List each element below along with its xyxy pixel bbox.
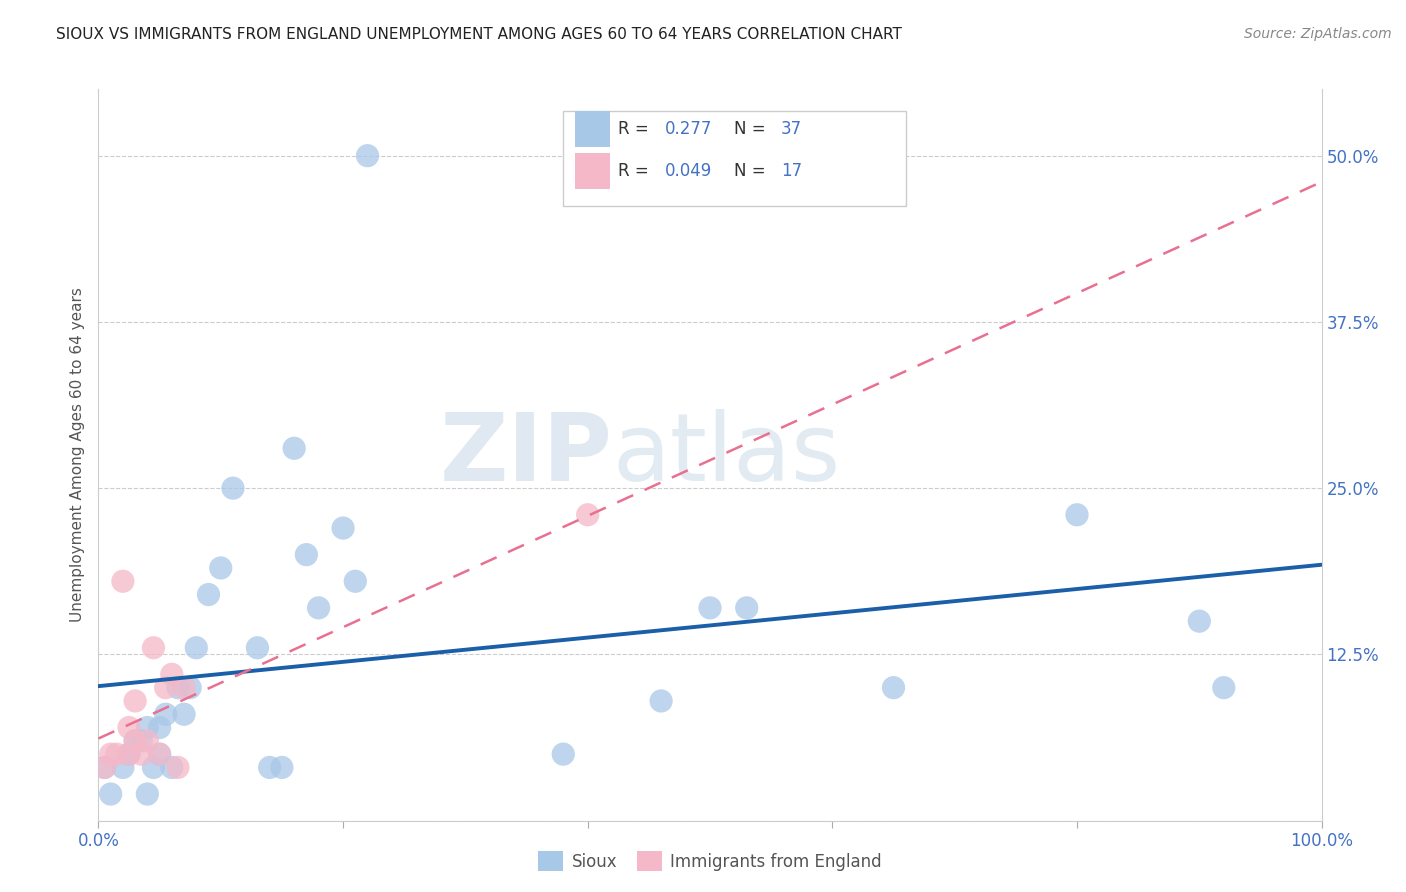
Point	[136, 787, 159, 801]
Text: N =: N =	[734, 161, 772, 180]
Point	[209, 561, 232, 575]
FancyBboxPatch shape	[575, 111, 610, 147]
Point	[118, 721, 141, 735]
Point	[650, 694, 672, 708]
Point	[883, 681, 905, 695]
Point	[295, 548, 318, 562]
Point	[160, 667, 183, 681]
Text: ZIP: ZIP	[439, 409, 612, 501]
Point	[270, 760, 294, 774]
Point	[259, 760, 281, 774]
Text: R =: R =	[619, 120, 654, 138]
Text: N =: N =	[734, 120, 772, 138]
Point	[100, 787, 122, 801]
Text: atlas: atlas	[612, 409, 841, 501]
Point	[100, 747, 122, 761]
Point	[142, 640, 165, 655]
Text: R =: R =	[619, 161, 654, 180]
Y-axis label: Unemployment Among Ages 60 to 64 years: Unemployment Among Ages 60 to 64 years	[70, 287, 86, 623]
Point	[149, 721, 172, 735]
Point	[173, 707, 195, 722]
Point	[332, 521, 354, 535]
Point	[155, 707, 177, 722]
Point	[155, 681, 177, 695]
Point	[308, 600, 330, 615]
Text: SIOUX VS IMMIGRANTS FROM ENGLAND UNEMPLOYMENT AMONG AGES 60 TO 64 YEARS CORRELAT: SIOUX VS IMMIGRANTS FROM ENGLAND UNEMPLO…	[56, 27, 903, 42]
Point	[179, 681, 201, 695]
Point	[186, 640, 208, 655]
Point	[129, 747, 152, 761]
Point	[118, 747, 141, 761]
Point	[246, 640, 269, 655]
Point	[136, 721, 159, 735]
Text: 17: 17	[780, 161, 801, 180]
Point	[576, 508, 599, 522]
Point	[167, 760, 190, 774]
Point	[283, 442, 305, 456]
Point	[124, 734, 146, 748]
Point	[735, 600, 758, 615]
Point	[124, 694, 146, 708]
Point	[553, 747, 575, 761]
Point	[136, 734, 159, 748]
FancyBboxPatch shape	[564, 112, 905, 206]
Text: 0.049: 0.049	[665, 161, 711, 180]
Point	[1188, 614, 1211, 628]
Point	[699, 600, 721, 615]
Point	[93, 760, 115, 774]
Point	[197, 588, 219, 602]
Point	[356, 149, 378, 163]
Point	[149, 747, 172, 761]
Legend: Sioux, Immigrants from England: Sioux, Immigrants from England	[531, 845, 889, 878]
Point	[149, 747, 172, 761]
Point	[167, 681, 190, 695]
Point	[344, 574, 367, 589]
Text: 0.277: 0.277	[665, 120, 713, 138]
Point	[142, 760, 165, 774]
Text: Source: ZipAtlas.com: Source: ZipAtlas.com	[1244, 27, 1392, 41]
Point	[1212, 681, 1234, 695]
Point	[93, 760, 115, 774]
Point	[1066, 508, 1088, 522]
Point	[118, 747, 141, 761]
FancyBboxPatch shape	[575, 153, 610, 189]
Point	[222, 481, 245, 495]
Point	[124, 734, 146, 748]
Point	[105, 747, 128, 761]
Point	[111, 760, 134, 774]
Point	[111, 574, 134, 589]
Point	[129, 734, 152, 748]
Point	[160, 760, 183, 774]
Point	[173, 681, 195, 695]
Text: 37: 37	[780, 120, 801, 138]
